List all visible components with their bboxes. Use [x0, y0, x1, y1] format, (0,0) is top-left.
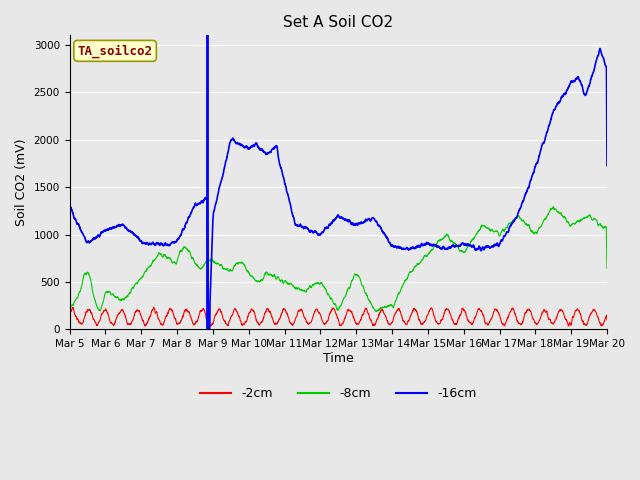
-16cm	[295, 223, 303, 229]
-8cm	[593, 217, 600, 223]
-16cm	[272, 144, 280, 150]
-16cm	[535, 155, 543, 161]
-8cm	[66, 315, 74, 321]
-16cm	[205, 326, 212, 332]
-2cm	[296, 308, 303, 314]
-8cm	[295, 286, 303, 291]
X-axis label: Time: Time	[323, 352, 354, 365]
-16cm	[159, 241, 166, 247]
-8cm	[272, 275, 280, 281]
-2cm	[127, 322, 135, 327]
-8cm	[159, 254, 166, 260]
-16cm	[127, 228, 134, 234]
-2cm	[535, 319, 543, 324]
-16cm	[596, 46, 604, 51]
-2cm	[593, 312, 600, 317]
Line: -16cm: -16cm	[70, 48, 607, 329]
Legend: -2cm, -8cm, -16cm: -2cm, -8cm, -16cm	[195, 383, 481, 406]
-2cm	[69, 304, 77, 310]
-2cm	[159, 322, 167, 328]
-8cm	[603, 265, 611, 271]
-16cm	[593, 57, 600, 62]
-2cm	[603, 317, 611, 323]
-16cm	[66, 266, 74, 272]
Line: -8cm: -8cm	[70, 207, 607, 318]
-8cm	[550, 204, 557, 210]
-2cm	[206, 323, 214, 329]
Text: TA_soilco2: TA_soilco2	[77, 44, 152, 58]
-8cm	[127, 289, 134, 295]
Title: Set A Soil CO2: Set A Soil CO2	[284, 15, 394, 30]
Line: -2cm: -2cm	[70, 307, 607, 326]
-2cm	[66, 319, 74, 324]
-2cm	[272, 321, 280, 326]
-16cm	[603, 163, 611, 168]
-8cm	[534, 226, 542, 231]
Y-axis label: Soil CO2 (mV): Soil CO2 (mV)	[15, 139, 28, 226]
